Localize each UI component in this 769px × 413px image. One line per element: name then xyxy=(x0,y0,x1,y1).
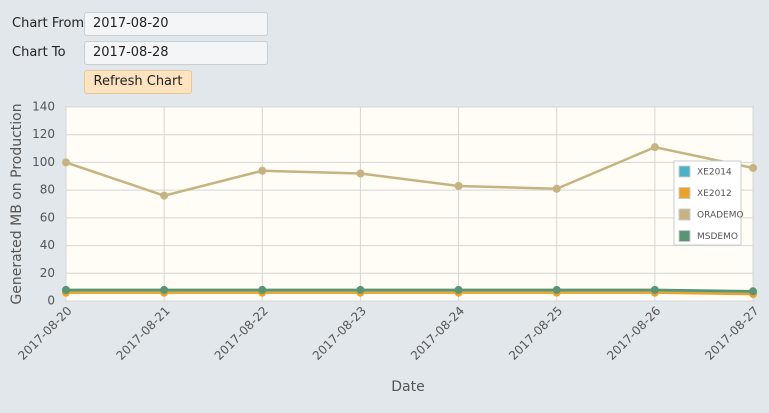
x-tick-label: 2017-08-21 xyxy=(114,304,173,363)
from-input[interactable]: 2017-08-20 xyxy=(84,12,268,36)
data-point xyxy=(356,169,365,178)
legend-label: ORADEMO xyxy=(697,211,744,221)
y-tick-label: 100 xyxy=(32,155,55,169)
x-tick-label: 2017-08-25 xyxy=(506,304,565,363)
data-point xyxy=(62,158,70,167)
legend-swatch xyxy=(678,208,691,221)
legend-swatch xyxy=(678,165,691,178)
series-line xyxy=(66,291,754,296)
data-point xyxy=(258,166,267,175)
data-point xyxy=(749,163,757,172)
legend-swatch xyxy=(678,230,691,242)
from-label: Chart From xyxy=(12,16,85,31)
data-point xyxy=(356,285,365,294)
x-tick-label: 2017-08-24 xyxy=(408,304,467,363)
chart: Date Generated MB on Production 0 20 40 60 8… xyxy=(9,100,762,396)
legend-swatch xyxy=(678,187,691,199)
data-point xyxy=(650,143,659,152)
y-tick-label: 0 xyxy=(47,294,55,308)
series-line xyxy=(65,145,754,197)
y-tick-label: 20 xyxy=(40,266,55,280)
legend-label: XE2014 xyxy=(697,168,732,178)
y-tick-label: 60 xyxy=(40,210,55,224)
x-tick-label: 2017-08-27 xyxy=(702,304,761,363)
data-point xyxy=(62,285,70,294)
y-tick-label: 40 xyxy=(40,238,55,252)
data-point xyxy=(454,285,463,294)
data-point xyxy=(454,181,463,190)
series-line xyxy=(66,290,754,294)
y-axis-label: Generated MB on Production xyxy=(9,103,25,304)
y-tick-label: 120 xyxy=(32,127,55,141)
y-tick-label: 140 xyxy=(32,100,55,114)
legend-label: MSDEMO xyxy=(697,232,738,242)
x-tick-label: 2017-08-20 xyxy=(15,304,74,363)
data-point xyxy=(552,285,561,294)
y-tick-label: 80 xyxy=(40,183,55,197)
data-point xyxy=(160,191,169,200)
x-tick-label: 2017-08-23 xyxy=(310,304,369,363)
data-point xyxy=(749,287,757,296)
data-point xyxy=(650,285,659,294)
x-tick-label: 2017-08-22 xyxy=(212,304,271,363)
to-label: Chart To xyxy=(12,45,66,60)
refresh-button[interactable]: Refresh Chart xyxy=(84,70,192,94)
data-point xyxy=(552,184,561,193)
plot-area xyxy=(65,106,754,302)
series-line xyxy=(66,288,754,293)
x-tick-label: 2017-08-26 xyxy=(604,304,663,363)
x-axis-label: Date xyxy=(391,379,424,395)
data-point xyxy=(258,285,267,294)
data-point xyxy=(160,285,169,294)
legend-label: XE2012 xyxy=(697,189,732,199)
to-input[interactable]: 2017-08-28 xyxy=(84,41,268,65)
